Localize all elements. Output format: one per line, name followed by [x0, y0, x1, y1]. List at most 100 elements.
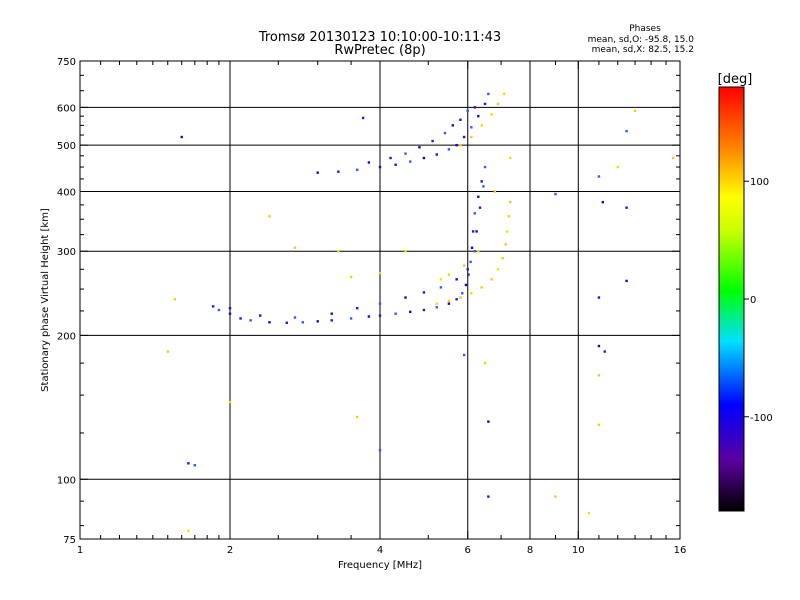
x-axis-ticks: 1 2 4 6 8 10 16: [77, 61, 687, 556]
x-tick-label: 8: [527, 545, 533, 556]
data-point: [461, 292, 464, 295]
data-point: [470, 135, 473, 139]
data-point: [394, 312, 397, 315]
data-point: [239, 317, 242, 320]
data-point: [316, 320, 319, 323]
data-point: [435, 306, 438, 309]
data-point: [490, 278, 493, 281]
data-point: [228, 306, 232, 310]
data-point: [447, 148, 451, 151]
data-point: [466, 109, 469, 113]
plot-area: 1 2 4 6 8 10 16 75 100 200 300 400 500 600 750: [57, 57, 686, 556]
x-tick-label: 2: [227, 545, 233, 556]
data-point: [355, 306, 359, 310]
data-point: [435, 153, 438, 156]
colorbar-label: [deg]: [718, 72, 753, 87]
x-tick-label: 16: [674, 545, 687, 556]
data-point: [470, 126, 473, 129]
colorbar-ticks: 100 0 -100: [744, 177, 773, 424]
data-point: [501, 257, 504, 260]
data-point: [228, 312, 232, 315]
data-point: [508, 200, 512, 204]
data-point: [451, 124, 455, 127]
data-point: [422, 156, 426, 160]
data-point: [418, 146, 421, 149]
data-point: [367, 315, 371, 318]
data-point: [480, 124, 483, 127]
data-point: [316, 171, 319, 174]
data-point: [462, 135, 466, 139]
data-point: [431, 139, 434, 143]
data-point: [469, 260, 472, 264]
data-point: [293, 316, 297, 319]
data-point: [378, 302, 382, 305]
data-point: [455, 278, 458, 281]
data-point: [505, 230, 509, 233]
data-point: [355, 168, 359, 172]
data-point: [173, 298, 177, 301]
data-point: [496, 268, 500, 271]
y-axis-label: Stationary phase Virtual Height [km]: [40, 208, 51, 392]
data-point: [378, 314, 382, 317]
data-point: [508, 156, 512, 160]
data-point: [447, 299, 451, 303]
data-point: [378, 449, 382, 452]
data-point: [597, 423, 601, 427]
phase-x-stats: mean, sd,X: 82.5, 15.2: [592, 45, 694, 55]
data-point: [633, 109, 637, 113]
x-tick-label: 6: [465, 545, 471, 556]
data-point: [193, 464, 197, 467]
data-point: [249, 319, 252, 322]
data-point: [467, 273, 470, 276]
data-point: [459, 118, 462, 122]
data-point: [507, 215, 510, 218]
phase-o-stats: mean, sd,O: -95.8, 15.0: [588, 35, 695, 45]
data-point: [228, 400, 232, 404]
y-tick-label: 75: [63, 535, 76, 546]
data-point: [464, 283, 468, 287]
data-point: [459, 296, 462, 299]
data-point: [404, 152, 407, 155]
data-point: [487, 92, 490, 96]
data-point: [487, 420, 490, 423]
x-tick-label: 4: [377, 545, 383, 556]
data-point: [487, 495, 490, 498]
y-tick-label: 300: [57, 247, 76, 258]
data-point: [268, 321, 271, 324]
data-point: [211, 305, 215, 308]
chart-subtitle: RwPretec (8p): [334, 43, 425, 58]
data-point: [490, 113, 493, 116]
data-point: [349, 275, 353, 279]
data-point: [471, 230, 475, 233]
data-point: [504, 243, 507, 246]
data-point: [482, 185, 485, 188]
data-points: [166, 92, 675, 533]
data-point: [470, 246, 474, 249]
data-point: [597, 296, 601, 299]
data-point: [180, 135, 183, 139]
data-point: [439, 278, 443, 281]
data-point: [478, 206, 482, 209]
data-point: [435, 302, 438, 305]
colorbar-tick-label: 100: [750, 177, 769, 188]
chart-title: Tromsø 20130123 10:10:00-10:11:43: [258, 30, 501, 45]
data-point: [625, 206, 628, 209]
data-point: [187, 462, 190, 465]
data-point: [349, 317, 353, 320]
y-tick-label: 500: [57, 141, 76, 152]
data-point: [473, 250, 477, 253]
data-point: [483, 102, 487, 106]
data-point: [422, 308, 426, 312]
data-point: [330, 319, 333, 322]
data-point: [483, 165, 487, 169]
y-tick-label: 200: [57, 331, 76, 342]
data-point: [473, 106, 477, 109]
data-point: [459, 143, 462, 147]
colorbar-tick-label: 0: [750, 295, 756, 306]
data-point: [493, 190, 497, 193]
data-point: [601, 200, 605, 204]
y-tick-label: 100: [57, 475, 76, 486]
data-point: [597, 374, 601, 377]
data-point: [361, 116, 365, 120]
